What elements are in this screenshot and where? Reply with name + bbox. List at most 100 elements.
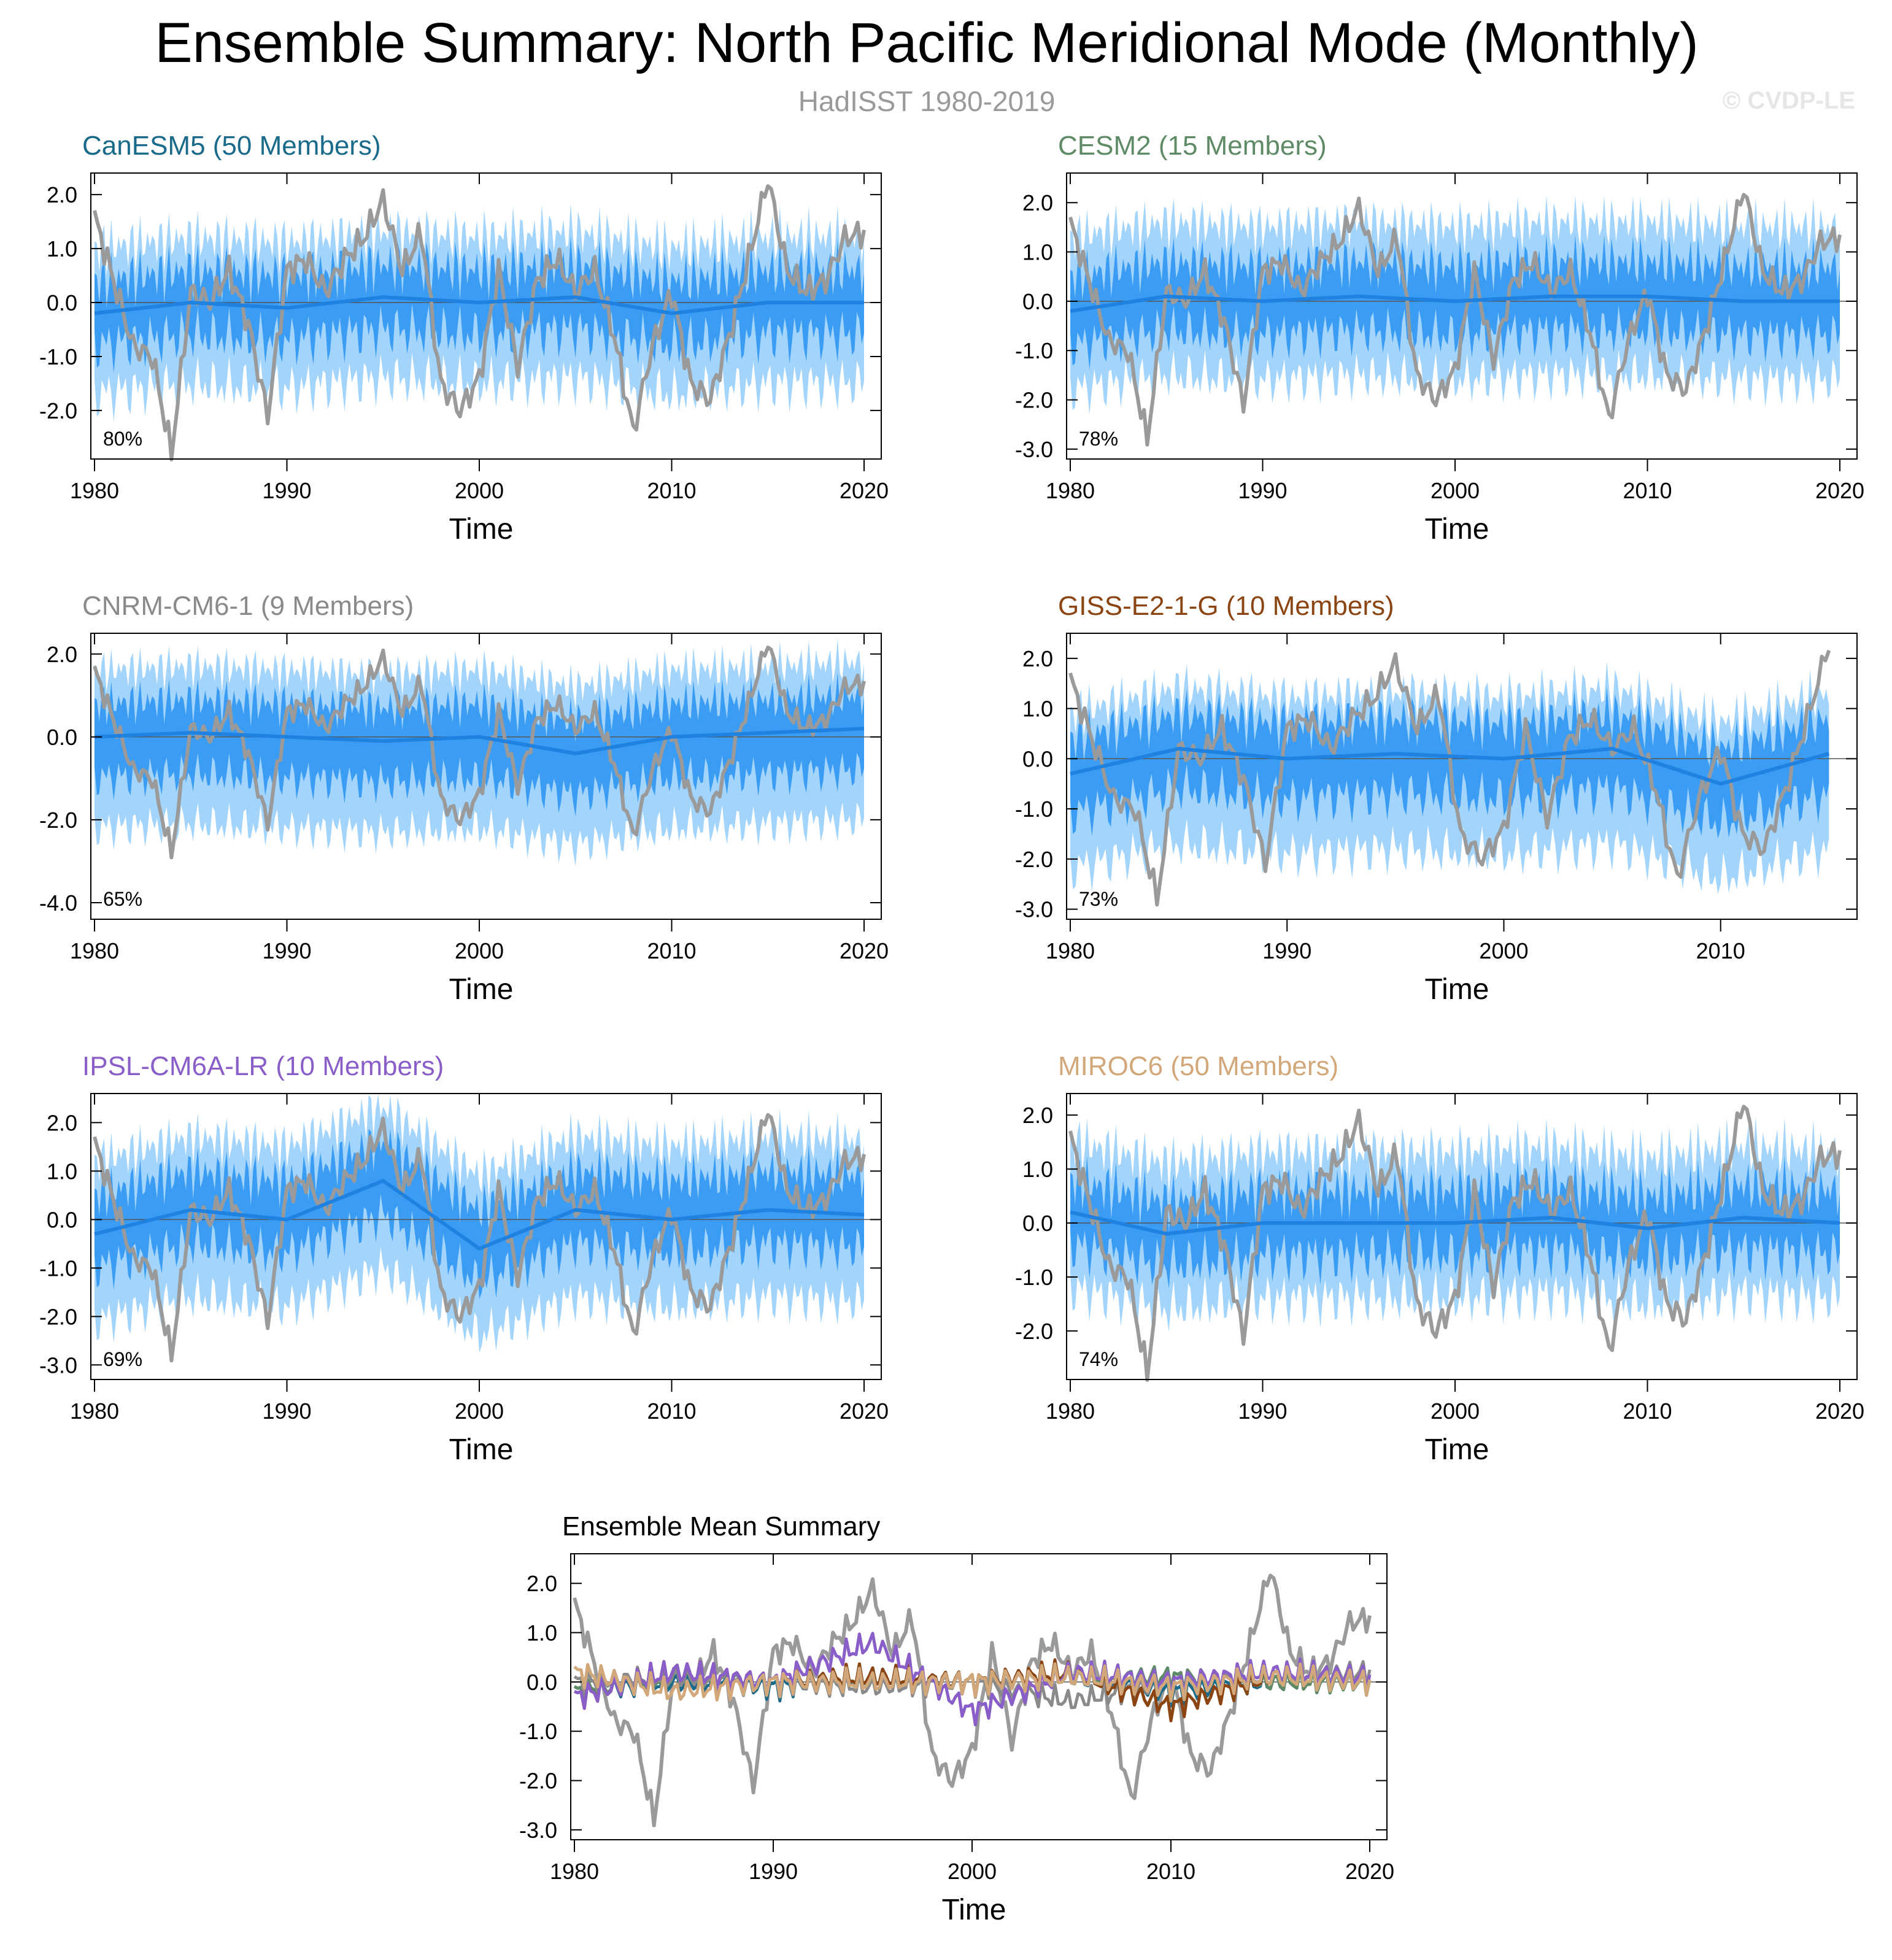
x-tick-label: 2020 (840, 938, 889, 963)
y-tick-label: 2.0 (47, 182, 77, 207)
panel-cesm2: CESM2 (15 Members) 2.0 1.0 0.0 -1.0 -2.0 -3.0 1… (1015, 131, 1864, 546)
main-title: Ensemble Summary: North Pacific Meridion… (155, 12, 1699, 74)
x-axis-label: Time (449, 513, 514, 546)
x-tick-label: 2010 (1623, 1399, 1672, 1424)
x-tick-label: 1990 (262, 938, 311, 963)
observed-line (1068, 649, 1831, 907)
y-tick-label: 2.0 (1022, 190, 1053, 215)
ensemble-mean-line (94, 1179, 865, 1251)
x-tick-label: 1990 (262, 478, 311, 503)
percent-label: 74% (1079, 1348, 1118, 1370)
plot-frame (1066, 172, 1858, 460)
x-tick-label: 1980 (550, 1859, 599, 1884)
x-tick-label: 1990 (1262, 938, 1311, 963)
y-tick-label: 0.0 (1022, 289, 1053, 314)
x-tick-label: 1990 (749, 1859, 798, 1884)
ensemble-mean-line (1070, 1210, 1840, 1236)
y-tick-label: 1.0 (1022, 696, 1053, 722)
x-axis-label: Time (449, 973, 514, 1006)
y-tick-label: 0.0 (47, 1207, 77, 1232)
x-tick-label: 1980 (70, 1399, 119, 1424)
x-tick-label: 1980 (1046, 478, 1095, 503)
x-tick-label: 1990 (1238, 1399, 1287, 1424)
x-tick-label: 2000 (1431, 1399, 1480, 1424)
percent-label: 69% (103, 1348, 142, 1370)
x-tick-label: 2020 (1815, 478, 1864, 503)
x-tick-label: 1980 (1046, 938, 1095, 963)
y-tick-label: -3.0 (1015, 897, 1053, 922)
y-tick-label: 2.0 (1022, 1103, 1053, 1128)
y-tick-label: -1.0 (1015, 338, 1053, 363)
y-tick-label: 0.0 (527, 1670, 557, 1695)
y-tick-label: 0.0 (47, 725, 77, 750)
x-tick-label: 2000 (1479, 938, 1528, 963)
x-tick-label: 2010 (647, 478, 696, 503)
y-tick-label: 1.0 (527, 1621, 557, 1646)
panel-miroc6: MIROC6 (50 Members)2.0 1.0 0.0 -1.0 -2.0 1980… (1015, 1051, 1864, 1466)
y-tick-label: 1.0 (47, 1159, 77, 1184)
x-tick-label: 1980 (70, 478, 119, 503)
y-tick-label: 1.0 (1022, 1157, 1053, 1182)
y-tick-label: -2.0 (39, 1304, 77, 1329)
x-tick-label: 2000 (455, 938, 504, 963)
observed-line (1068, 193, 1842, 447)
percent-label: 80% (103, 428, 142, 450)
panel-title: CNRM-CM6-1 (9 Members) (82, 591, 414, 621)
plot-frame (1066, 633, 1858, 920)
subtitle: HadISST 1980-2019 (798, 85, 1056, 117)
x-tick-label: 2000 (455, 478, 504, 503)
x-tick-label: 2020 (1345, 1859, 1394, 1884)
panel-title: MIROC6 (50 Members) (1058, 1051, 1338, 1081)
x-axis-label: Time (942, 1894, 1006, 1926)
plot-frame (570, 1553, 1388, 1840)
plot-frame (90, 633, 882, 920)
x-axis-label: Time (1425, 973, 1489, 1006)
model-line-miroc6 (573, 1662, 1372, 1703)
plot-frame (90, 172, 882, 460)
panel-title: CESM2 (15 Members) (1058, 131, 1327, 161)
y-tick-label: -1.0 (519, 1719, 557, 1744)
y-tick-label: -1.0 (1015, 797, 1053, 822)
band-inner-25-75 (95, 672, 864, 817)
y-tick-label: 2.0 (47, 642, 77, 667)
model-line-ipsl-cm6a-lr (574, 1632, 1372, 1727)
y-tick-label: 1.0 (1022, 240, 1053, 265)
x-tick-label: 2000 (948, 1859, 997, 1884)
x-tick-label: 2000 (1431, 478, 1480, 503)
observed-line (573, 1573, 1372, 1827)
y-tick-label: -1.0 (1015, 1265, 1053, 1290)
x-axis-label: Time (1425, 1433, 1489, 1466)
x-tick-label: 1980 (1046, 1399, 1095, 1424)
y-tick-label: -2.0 (1015, 1319, 1053, 1344)
x-tick-label: 2020 (840, 1399, 889, 1424)
y-tick-label: -3.0 (39, 1352, 77, 1378)
y-tick-label: -3.0 (1015, 437, 1053, 462)
panel-title: Ensemble Mean Summary (562, 1511, 880, 1541)
x-tick-label: 1990 (1238, 478, 1287, 503)
ensemble-mean-line (94, 727, 865, 755)
percent-label: 73% (1079, 888, 1118, 910)
plot-frame (90, 1093, 882, 1380)
ensemble-mean-line (1070, 747, 1830, 786)
y-tick-label: -2.0 (519, 1769, 557, 1794)
panel-ipsl-cm6a-lr: IPSL-CM6A-LR (10 Members) 2.0 1.0 0.0 -1.0 -2… (39, 1051, 889, 1466)
y-tick-label: -2.0 (1015, 388, 1053, 413)
percent-label: 78% (1079, 428, 1118, 450)
panel-giss-e2-1-g: GISS-E2-1-G (10 Members)2.0 1.0 0.0 -1.0 -2.… (1015, 591, 1858, 1006)
observed-line (1068, 1105, 1842, 1382)
y-tick-label: 0.0 (1022, 1211, 1053, 1236)
y-tick-label: -2.0 (39, 398, 77, 423)
percent-label: 65% (103, 888, 142, 910)
y-tick-label: 2.0 (1022, 646, 1053, 671)
y-tick-label: 2.0 (527, 1571, 557, 1596)
x-tick-label: 2010 (647, 938, 696, 963)
y-tick-label: 1.0 (47, 236, 77, 261)
x-tick-label: 2010 (1146, 1859, 1195, 1884)
ensemble-mean-line (1070, 294, 1840, 313)
band-inner-25-75 (95, 1128, 864, 1300)
x-tick-label: 2020 (1815, 1399, 1864, 1424)
x-axis-label: Time (1425, 513, 1489, 546)
y-tick-label: 0.0 (1022, 746, 1053, 771)
